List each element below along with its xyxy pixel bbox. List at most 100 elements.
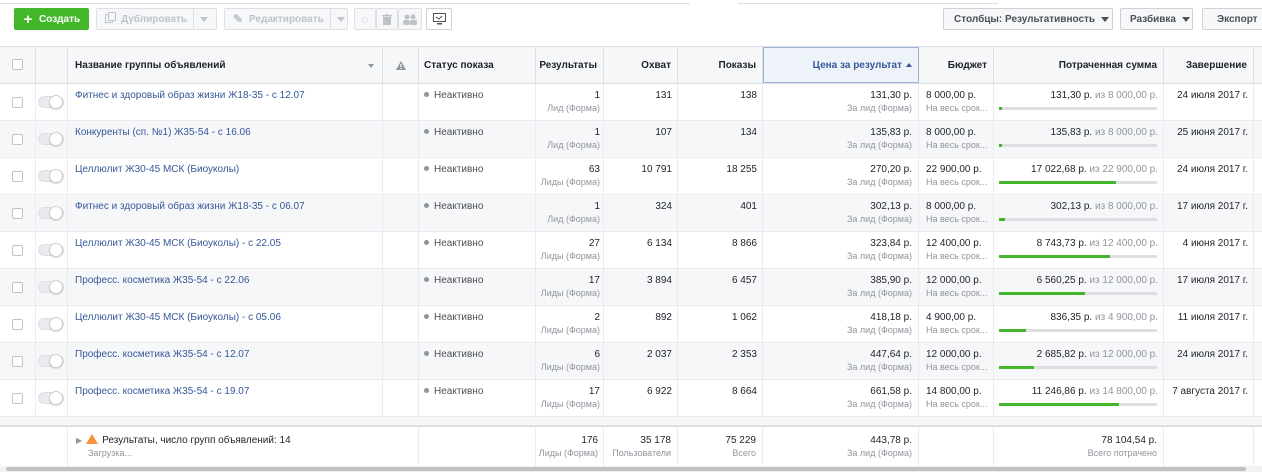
sort-ascending-icon bbox=[906, 63, 912, 67]
row-checkbox[interactable] bbox=[12, 282, 23, 293]
adset-name-link[interactable]: Фитнес и здоровый образ жизни Ж18-35 - с… bbox=[75, 201, 305, 212]
spend-progress-bar bbox=[999, 144, 1157, 147]
table-row[interactable]: Целлюлит Ж30-45 МСК (Биоуколы) - с 05.06… bbox=[0, 306, 1262, 343]
reach-value: 107 bbox=[655, 127, 672, 138]
row-checkbox[interactable] bbox=[12, 319, 23, 330]
table-row[interactable]: Фитнес и здоровый образ жизни Ж18-35 - с… bbox=[0, 195, 1262, 232]
adset-name-link[interactable]: Професс. косметика Ж35-54 - с 19.07 bbox=[75, 386, 250, 397]
table-cell bbox=[0, 158, 36, 194]
select-all-checkbox[interactable] bbox=[12, 59, 23, 70]
summary-cost-type: За лид (Форма) bbox=[846, 448, 912, 458]
duplicate-button[interactable]: Дублировать bbox=[96, 8, 217, 30]
adset-toggle[interactable] bbox=[38, 169, 64, 183]
adset-toggle[interactable] bbox=[38, 317, 64, 331]
end-date: 17 июля 2017 г. bbox=[1176, 275, 1248, 286]
row-checkbox[interactable] bbox=[12, 356, 23, 367]
spent-of: из 22 900,00 р. bbox=[1089, 164, 1158, 175]
table-cell bbox=[68, 306, 383, 342]
header-cost[interactable]: Цена за результат bbox=[763, 47, 919, 83]
pencil-icon: ✎ bbox=[232, 12, 244, 26]
impressions-value: 8 866 bbox=[731, 238, 757, 249]
impressions-value: 8 664 bbox=[731, 386, 757, 397]
adset-toggle[interactable] bbox=[38, 132, 64, 146]
export-button[interactable]: Экспорт bbox=[1202, 8, 1262, 30]
table-cell bbox=[604, 380, 678, 416]
table-cell bbox=[36, 306, 68, 342]
adset-toggle[interactable] bbox=[38, 95, 64, 109]
people-icon bbox=[403, 14, 417, 25]
header-status[interactable]: Статус показа bbox=[419, 47, 536, 83]
header-reach[interactable]: Охват bbox=[604, 47, 678, 83]
row-checkbox[interactable] bbox=[12, 171, 23, 182]
adset-toggle[interactable] bbox=[38, 391, 64, 405]
reach-value: 6 134 bbox=[646, 238, 672, 249]
header-reach-label: Охват bbox=[641, 59, 671, 71]
row-checkbox[interactable] bbox=[12, 393, 23, 404]
adset-name-link[interactable]: Целлюлит Ж30-45 МСК (Биоуколы) - с 05.06 bbox=[75, 312, 281, 323]
delete-button[interactable] bbox=[376, 8, 398, 30]
table-cell bbox=[763, 306, 919, 342]
budget-type: На весь срок... bbox=[926, 399, 988, 409]
chevron-down-icon[interactable] bbox=[368, 64, 374, 68]
spend-progress-fill bbox=[999, 181, 1117, 184]
audience-button[interactable] bbox=[398, 8, 422, 30]
header-name[interactable]: Название группы объявлений bbox=[68, 47, 383, 83]
header-impressions[interactable]: Показы bbox=[678, 47, 763, 83]
chevron-down-icon bbox=[1101, 16, 1110, 22]
summary-title[interactable]: ▶ Результаты, число групп объявлений: 14 bbox=[76, 434, 291, 446]
adset-toggle[interactable] bbox=[38, 243, 64, 257]
header-budget[interactable]: Бюджет bbox=[919, 47, 994, 83]
end-date: 4 июня 2017 г. bbox=[1182, 238, 1248, 249]
table-row[interactable]: Конкуренты (сп. №1) Ж35-54 - с 16.06 Неак… bbox=[0, 121, 1262, 158]
header-spent[interactable]: Потраченная сумма bbox=[994, 47, 1164, 83]
adset-toggle[interactable] bbox=[38, 280, 64, 294]
columns-button[interactable]: Столбцы: Результативность bbox=[943, 8, 1113, 30]
header-end[interactable]: Завершение bbox=[1164, 47, 1254, 83]
toggle-status-button[interactable]: ◌ bbox=[354, 8, 376, 30]
table-row[interactable]: Целлюлит Ж30-45 МСК (Биоуколы) Неактивно 6… bbox=[0, 158, 1262, 195]
row-checkbox[interactable] bbox=[12, 97, 23, 108]
spent-amount: 2 685,82 р. bbox=[1036, 349, 1087, 360]
preview-button[interactable] bbox=[426, 8, 452, 30]
adset-toggle[interactable] bbox=[38, 206, 64, 220]
edit-button[interactable]: ✎ Редактировать bbox=[224, 8, 348, 30]
adset-name-link[interactable]: Конкуренты (сп. №1) Ж35-54 - с 16.06 bbox=[75, 127, 251, 138]
cost-type: За лид (Форма) bbox=[846, 288, 912, 298]
divider bbox=[193, 9, 195, 29]
create-button[interactable]: + Создать bbox=[14, 8, 89, 30]
adset-name-link[interactable]: Професс. косметика Ж35-54 - с 22.06 bbox=[75, 275, 250, 286]
table-cell bbox=[1164, 306, 1254, 342]
adset-name-link[interactable]: Целлюлит Ж30-45 МСК (Биоуколы) bbox=[75, 164, 240, 175]
header-results[interactable]: Результаты bbox=[536, 47, 604, 83]
horizontal-scrollbar[interactable] bbox=[0, 466, 1262, 472]
table-row[interactable]: Целлюлит Ж30-45 МСК (Биоуколы) - с 22.05… bbox=[0, 232, 1262, 269]
header-warning[interactable] bbox=[383, 47, 419, 83]
table-cell bbox=[0, 195, 36, 231]
table-row[interactable]: Фитнес и здоровый образ жизни Ж18-35 - с… bbox=[0, 84, 1262, 121]
adset-name-link[interactable]: Целлюлит Ж30-45 МСК (Биоуколы) - с 22.05 bbox=[75, 238, 281, 249]
table-row[interactable]: Професс. косметика Ж35-54 - с 12.07 Неакт… bbox=[0, 343, 1262, 380]
table-cell bbox=[678, 380, 763, 416]
table-cell bbox=[419, 343, 536, 379]
adset-name-link[interactable]: Фитнес и здоровый образ жизни Ж18-35 - с… bbox=[75, 90, 305, 101]
spent-amount: 135,83 р. bbox=[1050, 127, 1093, 138]
end-date: 7 августа 2017 г. bbox=[1172, 386, 1248, 397]
table-cell bbox=[678, 158, 763, 194]
spent-amount: 17 022,68 р. bbox=[1031, 164, 1087, 175]
status-dot-icon bbox=[424, 92, 429, 97]
row-checkbox[interactable] bbox=[12, 134, 23, 145]
row-checkbox[interactable] bbox=[12, 245, 23, 256]
header-name-label: Название группы объявлений bbox=[75, 59, 226, 71]
adset-toggle[interactable] bbox=[38, 354, 64, 368]
table-cell bbox=[994, 195, 1164, 231]
breakdown-button[interactable]: Разбивка bbox=[1120, 8, 1193, 30]
table-cell bbox=[68, 232, 383, 268]
adset-name-link[interactable]: Професс. косметика Ж35-54 - с 12.07 bbox=[75, 349, 250, 360]
table-cell bbox=[383, 380, 419, 416]
table-row[interactable]: Професс. косметика Ж35-54 - с 22.06 Неакт… bbox=[0, 269, 1262, 306]
scrollbar-thumb[interactable] bbox=[6, 467, 1246, 471]
end-date: 11 июля 2017 г. bbox=[1177, 312, 1248, 323]
row-checkbox[interactable] bbox=[12, 208, 23, 219]
end-date: 24 июля 2017 г. bbox=[1176, 349, 1248, 360]
table-row[interactable]: Професс. косметика Ж35-54 - с 19.07 Неакт… bbox=[0, 380, 1262, 417]
